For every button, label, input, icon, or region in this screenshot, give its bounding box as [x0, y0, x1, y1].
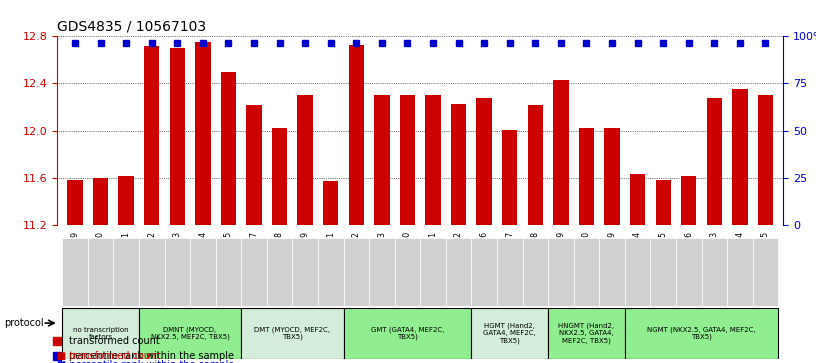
- Bar: [246, 105, 262, 225]
- FancyBboxPatch shape: [702, 238, 727, 306]
- FancyBboxPatch shape: [165, 238, 190, 306]
- Bar: [298, 95, 313, 225]
- Text: GMT (GATA4, MEF2C,
TBX5): GMT (GATA4, MEF2C, TBX5): [370, 326, 444, 340]
- Bar: [553, 80, 569, 225]
- FancyBboxPatch shape: [62, 238, 88, 306]
- Bar: [630, 174, 645, 225]
- FancyBboxPatch shape: [522, 238, 548, 306]
- Text: HNGMT (Hand2,
NKX2.5, GATA4,
MEF2C, TBX5): HNGMT (Hand2, NKX2.5, GATA4, MEF2C, TBX5…: [558, 323, 614, 344]
- Bar: [732, 89, 747, 225]
- Bar: [477, 98, 492, 225]
- FancyBboxPatch shape: [472, 307, 548, 359]
- FancyBboxPatch shape: [292, 238, 318, 306]
- FancyBboxPatch shape: [574, 238, 599, 306]
- FancyBboxPatch shape: [190, 238, 215, 306]
- FancyBboxPatch shape: [215, 238, 242, 306]
- Bar: [272, 128, 287, 225]
- FancyBboxPatch shape: [139, 238, 165, 306]
- FancyBboxPatch shape: [497, 238, 522, 306]
- Text: HGMT (Hand2,
GATA4, MEF2C,
TBX5): HGMT (Hand2, GATA4, MEF2C, TBX5): [483, 323, 536, 344]
- Bar: [221, 72, 236, 225]
- FancyBboxPatch shape: [650, 238, 676, 306]
- FancyBboxPatch shape: [395, 238, 420, 306]
- Bar: [323, 182, 339, 225]
- Bar: [655, 180, 671, 225]
- Text: protocol: protocol: [4, 318, 44, 328]
- Text: ■ percentile rank within the sample: ■ percentile rank within the sample: [57, 360, 234, 363]
- FancyBboxPatch shape: [548, 307, 625, 359]
- FancyBboxPatch shape: [676, 238, 702, 306]
- Text: percentile rank within the sample: percentile rank within the sample: [69, 351, 234, 361]
- Bar: [528, 105, 543, 225]
- Bar: [758, 95, 773, 225]
- FancyBboxPatch shape: [446, 238, 472, 306]
- FancyBboxPatch shape: [62, 307, 139, 359]
- Bar: [605, 128, 619, 225]
- Bar: [451, 103, 466, 225]
- Text: GDS4835 / 10567103: GDS4835 / 10567103: [57, 20, 206, 34]
- Text: DMT (MYOCD, MEF2C,
TBX5): DMT (MYOCD, MEF2C, TBX5): [255, 326, 330, 340]
- FancyBboxPatch shape: [369, 238, 395, 306]
- Text: DMNT (MYOCD,
NKX2.5, MEF2C, TBX5): DMNT (MYOCD, NKX2.5, MEF2C, TBX5): [151, 326, 229, 340]
- FancyBboxPatch shape: [344, 307, 472, 359]
- Bar: [118, 176, 134, 225]
- Bar: [375, 95, 389, 225]
- FancyBboxPatch shape: [472, 238, 497, 306]
- FancyBboxPatch shape: [242, 307, 344, 359]
- FancyBboxPatch shape: [139, 307, 242, 359]
- Bar: [68, 180, 82, 225]
- Bar: [681, 176, 696, 225]
- Text: transformed count: transformed count: [69, 336, 160, 346]
- Bar: [144, 46, 159, 225]
- FancyBboxPatch shape: [420, 238, 446, 306]
- FancyBboxPatch shape: [625, 238, 650, 306]
- FancyBboxPatch shape: [242, 238, 267, 306]
- Bar: [170, 48, 185, 225]
- Bar: [93, 178, 109, 225]
- Bar: [502, 130, 517, 225]
- FancyBboxPatch shape: [727, 238, 752, 306]
- FancyBboxPatch shape: [625, 307, 778, 359]
- Bar: [579, 128, 594, 225]
- Text: NGMT (NKX2.5, GATA4, MEF2C,
TBX5): NGMT (NKX2.5, GATA4, MEF2C, TBX5): [647, 326, 756, 340]
- FancyBboxPatch shape: [267, 238, 292, 306]
- FancyBboxPatch shape: [88, 238, 113, 306]
- FancyBboxPatch shape: [752, 238, 778, 306]
- Text: no transcription
factors: no transcription factors: [73, 327, 128, 340]
- FancyBboxPatch shape: [548, 238, 574, 306]
- Bar: [400, 95, 415, 225]
- FancyBboxPatch shape: [318, 238, 344, 306]
- Bar: [707, 98, 722, 225]
- FancyBboxPatch shape: [344, 238, 369, 306]
- Bar: [195, 42, 211, 225]
- FancyBboxPatch shape: [599, 238, 625, 306]
- Bar: [425, 95, 441, 225]
- FancyBboxPatch shape: [113, 238, 139, 306]
- Bar: [348, 45, 364, 225]
- Text: ■ transformed count: ■ transformed count: [57, 351, 160, 361]
